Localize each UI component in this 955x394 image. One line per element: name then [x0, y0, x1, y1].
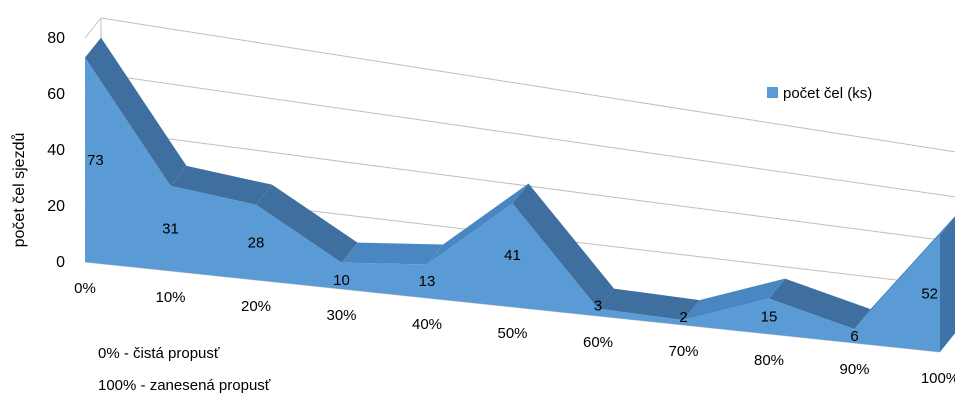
data-label: 15: [761, 308, 778, 325]
legend-label: počet čel (ks): [783, 85, 872, 102]
area-top-face: [683, 278, 785, 321]
x-tick-label: 40%: [412, 316, 442, 333]
data-label: 31: [162, 220, 179, 237]
y-tick-label: 40: [47, 142, 65, 159]
x-tick-label: 50%: [497, 325, 527, 342]
area-top-face: [512, 183, 614, 309]
y-axis-ticks: 0 20 40 60 80: [47, 30, 65, 271]
y-tick-label: 60: [47, 86, 65, 103]
data-label: 6: [850, 328, 858, 345]
area-end-face: [940, 216, 955, 352]
note-clogged: 100% - zanesená propusť: [98, 377, 271, 394]
area-series: [85, 37, 955, 352]
y-axis-title: počet čel sjezdů: [10, 133, 28, 248]
data-label: 10: [333, 272, 350, 289]
data-label: 52: [921, 286, 938, 303]
area-front-face: [85, 57, 940, 352]
area-top-face: [598, 288, 700, 321]
x-tick-label: 100%: [921, 370, 955, 387]
note-clean: 0% - čistá propusť: [98, 345, 220, 362]
legend-swatch: [767, 87, 778, 98]
x-tick-label: 0%: [74, 280, 96, 297]
area-top-face: [85, 37, 187, 186]
data-label: 41: [504, 247, 521, 264]
x-axis-ticks: 0% 10% 20% 30% 40% 50% 60% 70% 80% 90% 100%: [74, 280, 955, 387]
data-label: 3: [594, 298, 602, 315]
gridline-side: [84, 17, 102, 39]
y-tick-label: 0: [56, 254, 65, 271]
gridline: [100, 17, 955, 153]
data-label: 13: [419, 273, 436, 290]
area-top-face: [170, 165, 272, 205]
legend: počet čel (ks): [767, 85, 872, 102]
area-top-face: [256, 184, 358, 263]
area-top-face: [427, 183, 529, 265]
x-tick-label: 70%: [668, 343, 698, 360]
x-tick-label: 60%: [583, 334, 613, 351]
x-tick-label: 80%: [754, 352, 784, 369]
x-tick-label: 30%: [326, 307, 356, 324]
data-label: 73: [87, 152, 104, 169]
x-tick-label: 90%: [839, 361, 869, 378]
data-label: 2: [679, 309, 687, 326]
y-tick-label: 80: [47, 30, 65, 47]
area-top-face: [854, 216, 955, 330]
data-labels: 73 31 28 10 13 41 3 2 15 6 52: [87, 152, 938, 345]
gridline: [100, 73, 955, 198]
area-top-face: [769, 278, 871, 330]
x-tick-label: 10%: [155, 289, 185, 306]
y-tick-label: 20: [47, 198, 65, 215]
data-label: 28: [248, 234, 265, 251]
x-tick-label: 20%: [241, 298, 271, 315]
area-top-face: [341, 242, 443, 265]
